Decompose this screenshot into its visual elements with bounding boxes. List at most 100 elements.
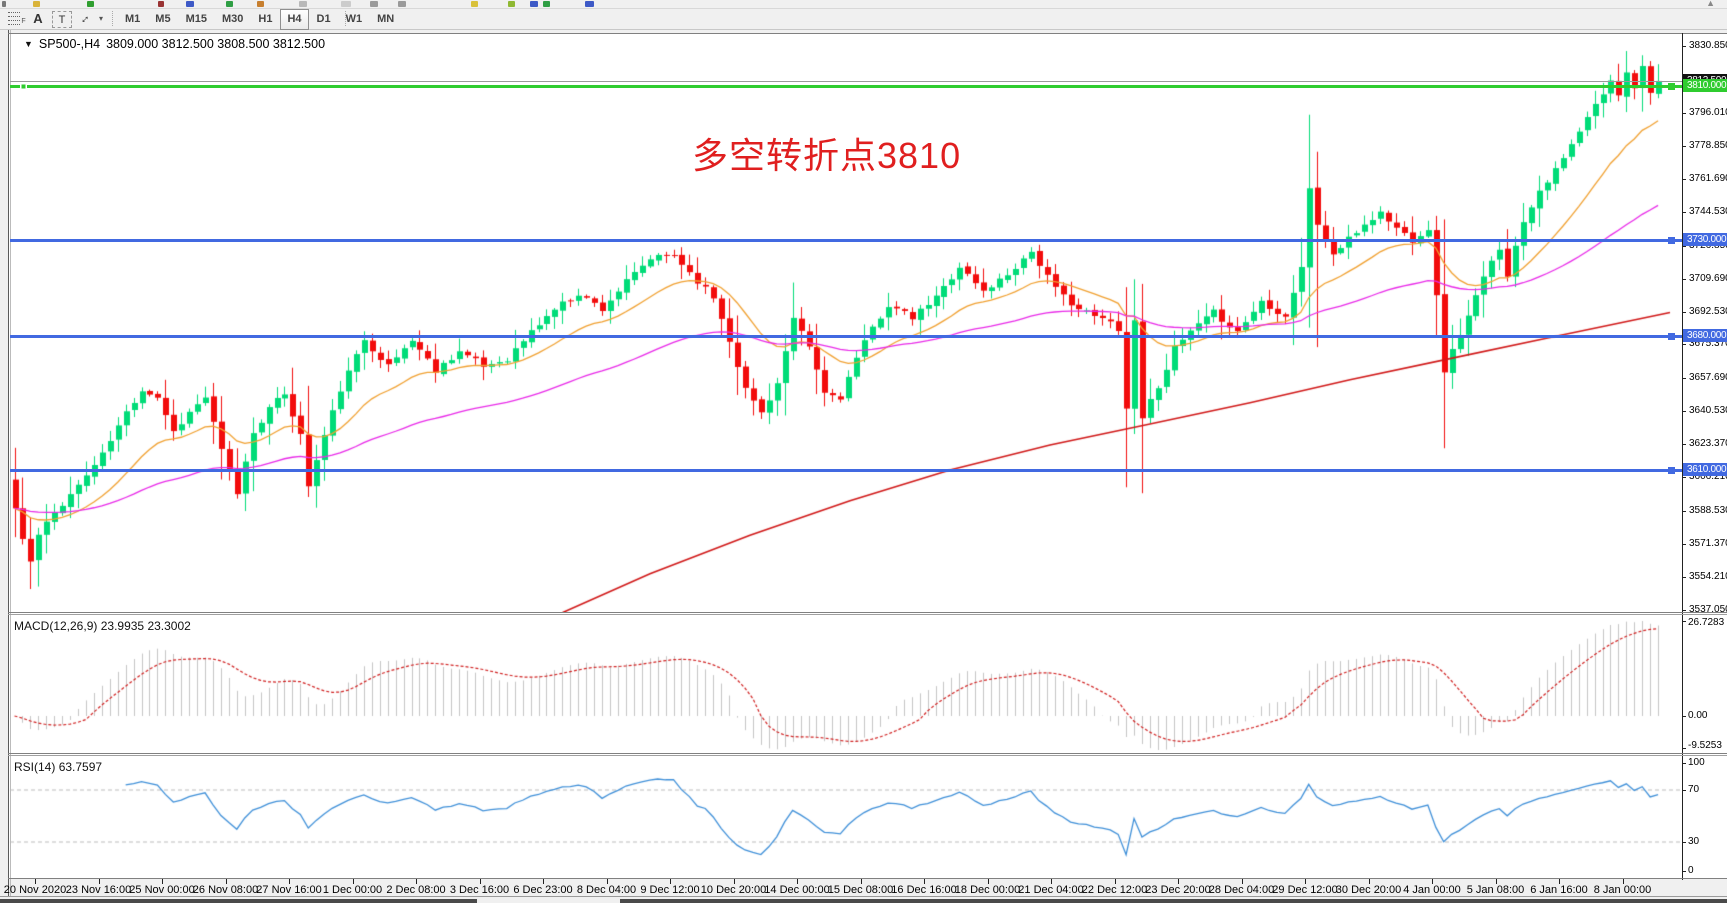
panel-separator[interactable] <box>8 753 1727 754</box>
timeframe-button-m15[interactable]: M15 <box>185 13 207 25</box>
axis-tick <box>1682 871 1686 872</box>
time-axis-tick <box>1114 879 1116 884</box>
timeframe-button-m30[interactable]: M30 <box>221 13 244 25</box>
chevron-down-icon[interactable]: ▾ <box>98 14 103 23</box>
cycle-arrows-icon[interactable]: ↕ <box>78 11 94 26</box>
axis-tick <box>1682 311 1686 313</box>
price-tick-label: 3554.210 <box>1689 571 1727 583</box>
time-axis-label: 18 Dec 00:00 <box>954 884 1021 896</box>
chart-tab-edge[interactable] <box>0 899 477 903</box>
hline-handle[interactable] <box>1668 236 1675 244</box>
price-tick-label: 3796.010 <box>1689 106 1727 118</box>
main-chart-canvas[interactable] <box>0 33 1682 612</box>
price-tick-label: 3640.530 <box>1689 405 1727 417</box>
time-axis-label: 27 Nov 16:00 <box>256 884 322 896</box>
time-axis-tick <box>1559 879 1560 884</box>
price-tick-label: 3709.690 <box>1689 272 1727 284</box>
time-axis-label: 16 Dec 16:00 <box>891 884 957 896</box>
time-axis-label: 26 Nov 08:00 <box>192 884 259 896</box>
time-axis-tick <box>860 879 862 884</box>
time-axis-tick <box>1051 879 1052 884</box>
timeframe-button-h1[interactable]: H1 <box>258 13 273 25</box>
text-box-icon[interactable]: T <box>52 11 72 28</box>
axis-tick <box>1682 145 1686 147</box>
macd-panel-canvas[interactable] <box>0 615 1682 753</box>
toolbar-icon-fragment <box>398 1 406 7</box>
time-axis-label: 15 Dec 08:00 <box>827 884 894 896</box>
axis-tick <box>1682 790 1686 791</box>
toolbar-icon-fragment <box>543 1 550 7</box>
timeframe-button-h4[interactable]: H4 <box>280 9 309 30</box>
time-axis-label: 23 Nov 16:00 <box>65 884 132 896</box>
toolbar-icon-fragment <box>299 1 307 7</box>
axis-tick <box>1682 278 1686 280</box>
time-axis-label: 28 Dec 04:00 <box>1208 884 1275 896</box>
timeframe-button-m5[interactable]: M5 <box>155 13 171 25</box>
price-tick-label: 3537.050 <box>1689 604 1727 616</box>
rsi-panel-canvas[interactable] <box>0 756 1682 878</box>
axis-tick <box>1682 45 1686 47</box>
time-axis-label: 20 Nov 2020 <box>3 884 67 896</box>
toolbar-separator <box>345 11 347 26</box>
symbol-dropdown-icon[interactable]: ▼ <box>24 39 33 49</box>
toolbar-icon-fragment <box>226 1 233 7</box>
hline-handle[interactable] <box>1668 83 1675 90</box>
hline-3680[interactable] <box>10 334 1682 338</box>
hline-label-3680: 3680.000 <box>1683 328 1727 342</box>
axis-tick <box>1682 763 1686 764</box>
price-tick-label: 3606.210 <box>1689 471 1727 483</box>
time-axis-label: 8 Jan 00:00 <box>1593 884 1652 896</box>
chart-toolbar: F A T ↕ ▾ M1 M5 M15 M30 H1 H4 D1 W1 MN <box>0 9 1727 30</box>
price-tick-label: 3623.370 <box>1689 438 1727 450</box>
time-axis-label: 6 Jan 16:00 <box>1530 884 1588 896</box>
time-axis-label: 30 Dec 20:00 <box>1335 884 1402 896</box>
time-axis-label: 3 Dec 16:00 <box>449 884 510 896</box>
rsi-label: RSI(14) 63.7597 <box>14 760 103 774</box>
price-tick-label: 3588.530 <box>1689 505 1727 517</box>
time-axis-tick <box>606 879 608 884</box>
ohlc-quote: 3809.000 3812.500 3808.500 3812.500 <box>106 37 326 51</box>
timeframe-button-w1[interactable]: W1 <box>345 13 363 25</box>
timeframe-button-d1[interactable]: D1 <box>316 13 331 25</box>
price-tick-label: 3692.530 <box>1689 305 1727 317</box>
time-axis-tick <box>35 879 36 884</box>
macd-label: MACD(12,26,9) 23.9935 23.3002 <box>14 619 191 633</box>
hline-label-3730: 3730.000 <box>1683 232 1727 246</box>
time-axis-tick <box>289 879 290 884</box>
time-axis-label: 21 Dec 04:00 <box>1018 884 1084 896</box>
hline-handle[interactable] <box>1668 467 1675 474</box>
toolbar-icon-fragment <box>2 1 6 7</box>
axis-tick <box>1682 245 1686 247</box>
time-axis-tick <box>98 879 100 884</box>
toolbar-icon-fragment <box>257 1 264 7</box>
axis-tick <box>1682 842 1686 843</box>
timeframe-button-mn[interactable]: MN <box>377 13 395 25</box>
hline-handle[interactable] <box>1668 332 1675 340</box>
chart-tab-edge[interactable] <box>620 899 1727 903</box>
axis-tick <box>1682 544 1686 546</box>
axis-tick <box>1682 411 1686 413</box>
time-axis-label: 23 Dec 20:00 <box>1145 884 1211 896</box>
text-a-icon[interactable]: A <box>33 11 43 26</box>
text-annotation[interactable]: 多空转折点3810 <box>692 135 962 176</box>
price-tick-label: 3778.850 <box>1689 139 1727 151</box>
timeframe-group: M1 M5 M15 M30 H1 H4 D1 W1 MN <box>118 9 402 30</box>
current-price-line <box>10 81 1682 83</box>
price-tick-label: 3657.690 <box>1689 372 1727 384</box>
crosshair-grid-icon[interactable]: F <box>6 9 28 28</box>
hline-3810[interactable] <box>10 85 1682 88</box>
rsi-axis-label: 70 <box>1688 784 1700 795</box>
price-tick-label: 3571.370 <box>1689 538 1727 550</box>
price-tick-label: 3744.530 <box>1689 205 1727 217</box>
hline-handle[interactable] <box>20 83 27 90</box>
toolbar-scroll-up-icon[interactable]: ▲ <box>1706 0 1715 8</box>
hline-3730[interactable] <box>10 238 1682 242</box>
macd-main-value: 23.9935 <box>100 619 145 633</box>
chart-title[interactable]: ▼ SP500-,H4 3809.000 3812.500 3808.500 3… <box>24 37 325 51</box>
axis-tick <box>1682 378 1686 380</box>
hline-3610[interactable] <box>10 469 1682 472</box>
timeframe-button-m1[interactable]: M1 <box>125 13 141 25</box>
time-axis-label: 5 Jan 08:00 <box>1466 884 1525 896</box>
panel-separator[interactable] <box>8 612 1727 613</box>
time-axis-label: 2 Dec 08:00 <box>386 884 446 896</box>
